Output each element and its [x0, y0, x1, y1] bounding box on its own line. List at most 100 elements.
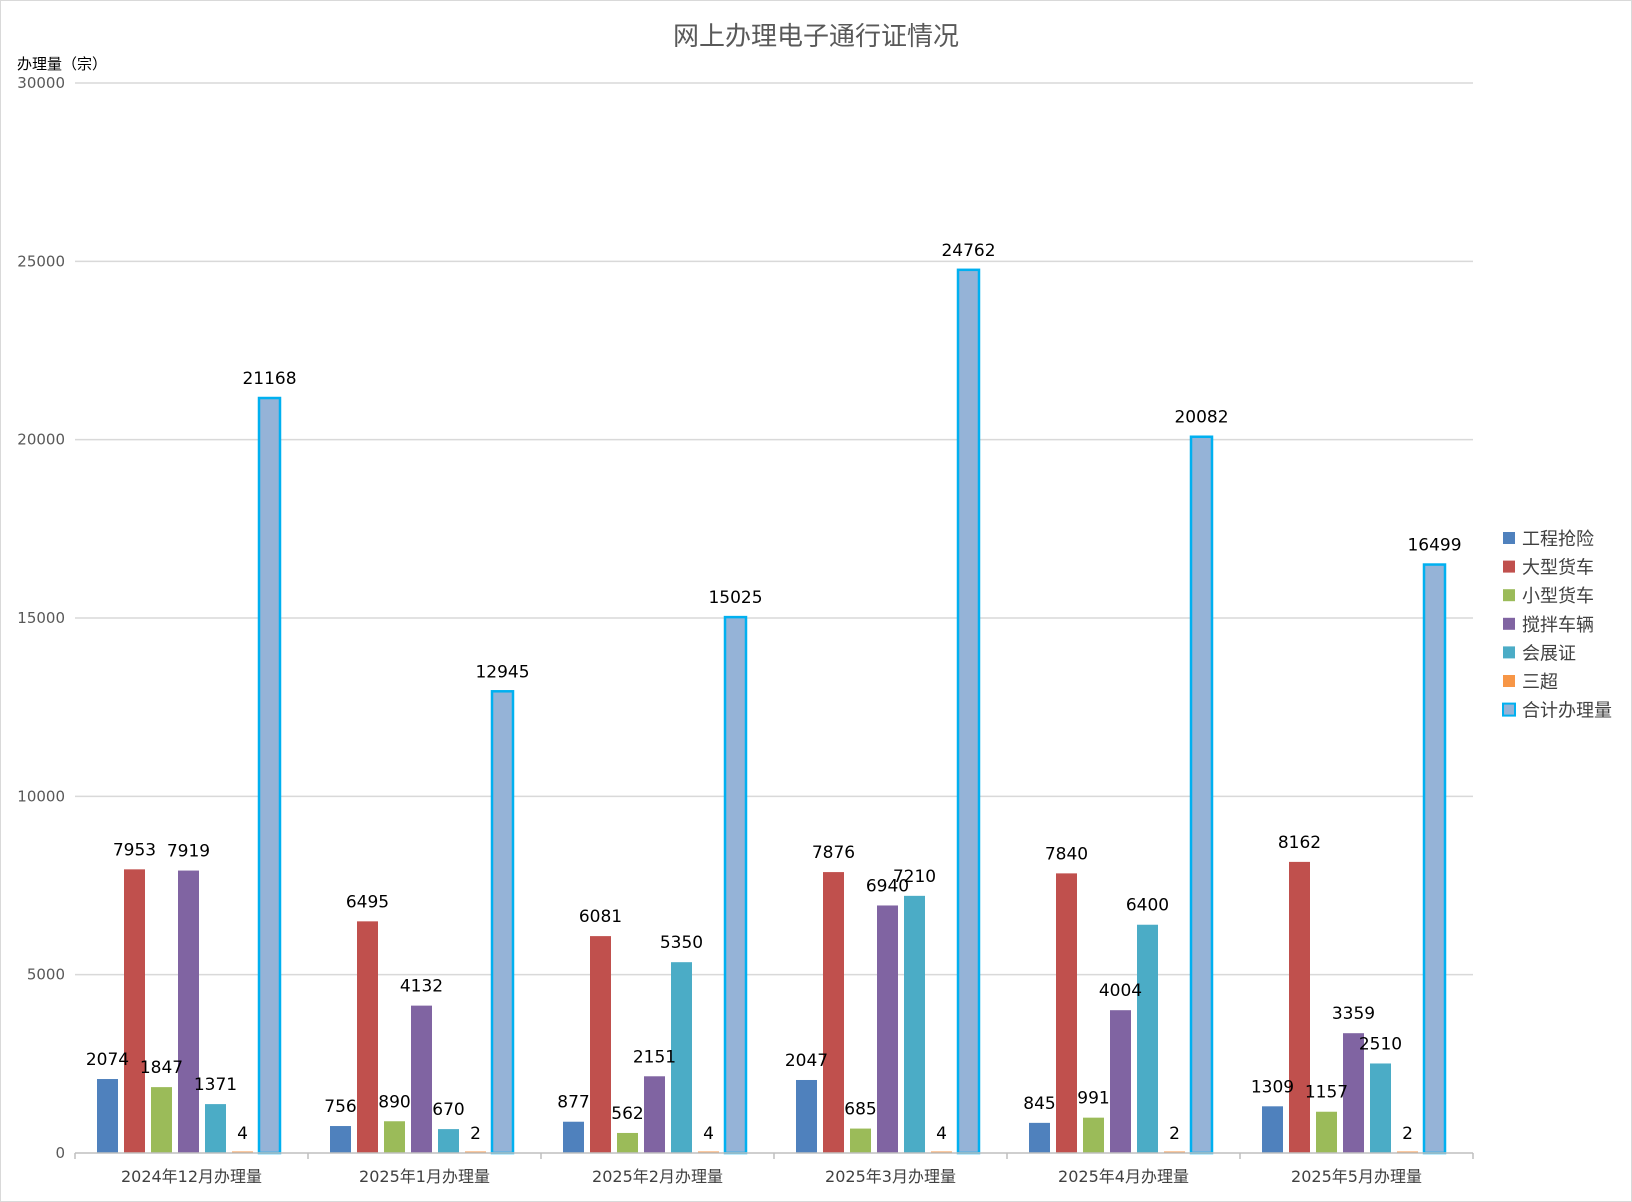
bar [257, 396, 282, 1155]
legend-swatch [1503, 589, 1515, 602]
bar [1370, 1063, 1391, 1153]
data-label: 21168 [242, 369, 296, 389]
bar [1189, 435, 1214, 1155]
legend-swatch [1503, 560, 1515, 573]
data-label: 4 [703, 1124, 714, 1144]
data-label: 877 [557, 1093, 589, 1113]
bar [1110, 1010, 1131, 1153]
bar [490, 690, 515, 1155]
x-tick-label: 2024年12月办理量 [121, 1167, 262, 1186]
data-label: 15025 [708, 588, 762, 608]
bar [1029, 1122, 1050, 1153]
bar [1316, 1111, 1337, 1153]
y-axis-ticks: 0 5000 10000 15000 20000 25000 30000 [17, 74, 65, 1162]
data-label: 3359 [1332, 1004, 1375, 1024]
data-label: 562 [611, 1104, 643, 1124]
bar [438, 1129, 459, 1153]
data-label: 7953 [113, 840, 156, 860]
legend-swatch [1503, 532, 1515, 544]
data-label: 7840 [1045, 844, 1088, 864]
bar [1083, 1117, 1104, 1153]
x-tick-label: 2025年4月办理量 [1058, 1167, 1189, 1186]
data-label: 4004 [1099, 981, 1142, 1001]
bar [357, 921, 378, 1153]
data-label: 1847 [140, 1058, 183, 1078]
bar [1422, 563, 1447, 1155]
data-label: 6400 [1126, 896, 1169, 916]
data-label: 890 [378, 1092, 410, 1112]
legend-label: 工程抢险 [1522, 529, 1594, 550]
bar [644, 1076, 665, 1153]
bar [124, 869, 145, 1153]
x-axis: 2024年12月办理量 2025年1月办理量 2025年2月办理量 2025年3月办理… [74, 1152, 1474, 1186]
data-label: 6081 [579, 907, 622, 927]
data-label: 685 [844, 1100, 876, 1120]
legend-label: 小型货车 [1522, 586, 1594, 607]
data-label: 12945 [475, 662, 529, 682]
data-label: 7919 [167, 842, 210, 862]
y-tick-label: 0 [55, 1144, 65, 1162]
bar [97, 1079, 118, 1153]
data-label: 2 [470, 1124, 481, 1144]
y-tick-label: 30000 [17, 74, 65, 92]
data-label: 4 [936, 1124, 947, 1144]
data-label: 6495 [346, 892, 389, 912]
data-label: 16499 [1407, 536, 1461, 556]
bar [384, 1121, 405, 1153]
bar [1289, 861, 1310, 1153]
y-axis-label: 办理量（宗） [17, 55, 107, 73]
bar [330, 1126, 351, 1153]
x-tick-label: 2025年1月办理量 [359, 1167, 490, 1186]
bar [850, 1128, 871, 1153]
bar [1343, 1033, 1364, 1153]
bar [671, 962, 692, 1153]
data-label: 4 [237, 1124, 248, 1144]
legend-label: 合计办理量 [1522, 701, 1612, 722]
data-label: 24762 [941, 241, 995, 261]
bar [1262, 1106, 1283, 1153]
legend-swatch [1502, 702, 1516, 717]
legend-label: 大型货车 [1522, 558, 1594, 579]
data-label: 1157 [1305, 1083, 1348, 1103]
data-label: 7876 [812, 843, 855, 863]
chart-title: 网上办理电子通行证情况 [673, 22, 959, 52]
bar [563, 1121, 584, 1153]
bar [877, 905, 898, 1153]
data-label: 2510 [1359, 1034, 1402, 1054]
data-labels: 2074 756 877 2047 845 1309 7953 6495 6081 7876 784… [86, 241, 1462, 1144]
legend-swatch [1503, 646, 1515, 659]
data-label: 756 [324, 1097, 356, 1117]
legend-label: 会展证 [1522, 643, 1576, 664]
data-label: 2047 [785, 1051, 828, 1071]
bar [796, 1079, 817, 1153]
y-tick-label: 20000 [17, 431, 65, 449]
data-label: 20082 [1174, 408, 1228, 428]
y-tick-label: 25000 [17, 252, 65, 270]
bar [411, 1005, 432, 1153]
bar [590, 936, 611, 1153]
bar [723, 615, 748, 1155]
legend-swatch [1503, 617, 1515, 630]
legend-swatch [1503, 675, 1515, 687]
bars [97, 268, 1447, 1155]
data-label: 1309 [1251, 1077, 1294, 1097]
bar [617, 1132, 638, 1153]
bar [1137, 924, 1158, 1153]
bar [178, 870, 199, 1153]
gridlines [75, 82, 1473, 976]
data-label: 4132 [400, 977, 443, 997]
data-label: 2151 [633, 1047, 676, 1067]
bar [1056, 873, 1077, 1153]
bar [956, 268, 981, 1155]
bar [823, 872, 844, 1153]
bar [151, 1087, 172, 1153]
data-label: 7210 [893, 867, 936, 887]
data-label: 2 [1402, 1124, 1413, 1144]
bar [205, 1104, 226, 1153]
x-tick-label: 2025年3月办理量 [825, 1167, 956, 1186]
data-label: 670 [432, 1100, 464, 1120]
bar [904, 895, 925, 1153]
